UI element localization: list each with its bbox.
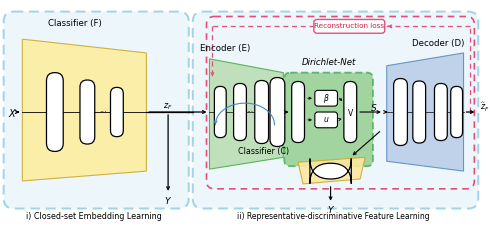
Text: $z_F$: $z_F$ — [163, 102, 173, 112]
FancyBboxPatch shape — [435, 84, 447, 141]
FancyBboxPatch shape — [110, 87, 123, 137]
FancyBboxPatch shape — [270, 78, 285, 146]
Text: Classifier (F): Classifier (F) — [48, 19, 101, 28]
FancyBboxPatch shape — [344, 81, 357, 143]
FancyBboxPatch shape — [310, 159, 351, 184]
FancyBboxPatch shape — [284, 73, 373, 166]
Text: ···: ··· — [99, 109, 107, 118]
Text: ···: ··· — [246, 109, 253, 118]
Text: Encoder (E): Encoder (E) — [200, 44, 250, 54]
Text: Classifier (C): Classifier (C) — [238, 147, 289, 156]
Text: ii) Representative-discriminative Feature Learning: ii) Representative-discriminative Featur… — [237, 212, 430, 221]
FancyBboxPatch shape — [314, 20, 385, 33]
Text: $Y$: $Y$ — [326, 204, 335, 215]
FancyBboxPatch shape — [413, 81, 426, 143]
Text: $u$: $u$ — [323, 115, 329, 124]
FancyBboxPatch shape — [451, 86, 463, 138]
Text: V: V — [348, 109, 353, 118]
FancyBboxPatch shape — [215, 86, 226, 138]
Text: $S$: $S$ — [370, 102, 378, 113]
Text: i) Closed-set Embedding Learning: i) Closed-set Embedding Learning — [26, 212, 162, 221]
Text: Reconstruction loss: Reconstruction loss — [314, 23, 384, 29]
FancyBboxPatch shape — [193, 12, 478, 209]
FancyBboxPatch shape — [315, 90, 338, 106]
FancyBboxPatch shape — [234, 84, 246, 141]
FancyBboxPatch shape — [315, 112, 338, 128]
FancyBboxPatch shape — [47, 73, 63, 151]
Polygon shape — [387, 53, 464, 171]
Text: Dirichlet-Net: Dirichlet-Net — [301, 58, 356, 67]
Text: Decoder (D): Decoder (D) — [412, 39, 464, 48]
FancyBboxPatch shape — [255, 81, 269, 143]
FancyBboxPatch shape — [292, 81, 304, 143]
FancyBboxPatch shape — [80, 80, 95, 144]
Text: $Y$: $Y$ — [164, 195, 172, 206]
Text: $\beta$: $\beta$ — [323, 92, 329, 105]
FancyBboxPatch shape — [393, 79, 407, 146]
Polygon shape — [23, 39, 147, 181]
Text: $\widehat{z}_F$: $\widehat{z}_F$ — [480, 101, 490, 114]
Polygon shape — [298, 157, 365, 184]
Polygon shape — [209, 59, 283, 169]
FancyBboxPatch shape — [3, 12, 189, 209]
Text: $X$: $X$ — [7, 107, 17, 119]
